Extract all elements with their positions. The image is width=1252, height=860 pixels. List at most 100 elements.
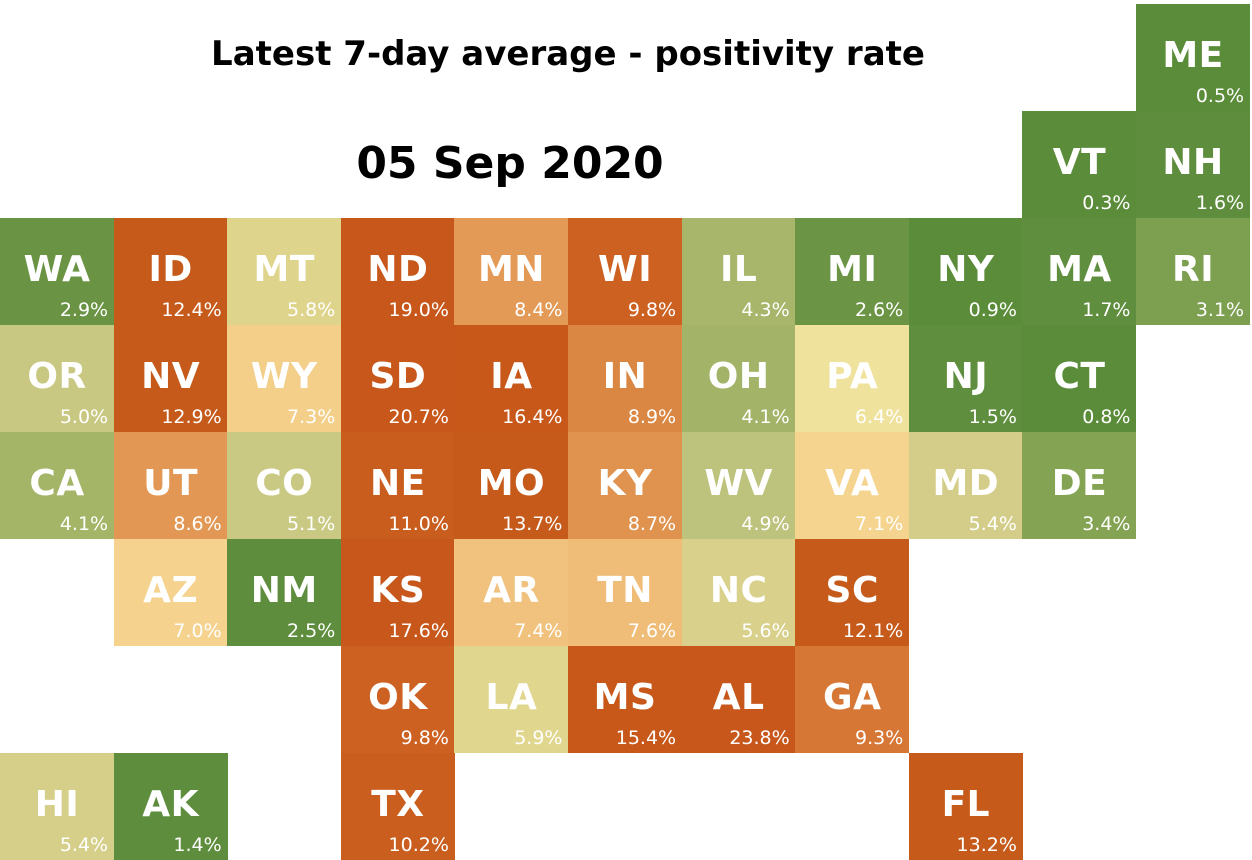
state-abbr: VT [1052, 142, 1107, 183]
state-tile-al: AL 23.8% [681, 646, 796, 753]
state-tile-ct: CT 0.8% [1022, 325, 1137, 432]
state-value-label: 2.6% [855, 299, 904, 321]
state-tile-ks: KS 17.6% [340, 539, 455, 646]
state-tile-hi: HI 5.4% [0, 753, 115, 860]
state-value-label: 10.2% [388, 834, 449, 856]
state-abbr: NJ [943, 356, 989, 397]
state-tile-tx: TX 10.2% [340, 753, 455, 860]
state-abbr: OR [27, 356, 87, 397]
state-abbr: AK [142, 784, 200, 825]
state-abbr: VA [825, 463, 880, 504]
state-abbr: UT [143, 463, 199, 504]
state-abbr: NM [250, 570, 318, 611]
state-value-label: 4.3% [741, 299, 790, 321]
state-tile-nj: NJ 1.5% [908, 325, 1023, 432]
state-value-label: 6.4% [855, 406, 904, 428]
state-value-label: 19.0% [388, 299, 449, 321]
state-value-label: 7.0% [173, 620, 222, 642]
state-abbr: NH [1162, 142, 1224, 183]
state-value-label: 0.5% [1195, 85, 1245, 107]
state-value-label: 1.5% [968, 406, 1017, 428]
state-value-label: 5.4% [59, 834, 109, 856]
state-abbr: AL [712, 677, 765, 718]
state-tile-wi: WI 9.8% [568, 218, 683, 325]
state-value-label: 9.8% [627, 299, 677, 321]
state-abbr: NY [937, 249, 995, 290]
state-tile-ky: KY 8.7% [568, 432, 683, 539]
state-tile-mn: MN 8.4% [454, 218, 569, 325]
state-abbr: IL [719, 249, 758, 290]
state-abbr: MA [1047, 249, 1112, 290]
state-tile-in: IN 8.9% [568, 325, 683, 432]
state-value-label: 15.4% [615, 727, 677, 749]
state-abbr: ND [367, 249, 429, 290]
state-tile-pa: PA 6.4% [795, 325, 910, 432]
state-abbr: MT [253, 249, 315, 290]
state-value-label: 16.4% [502, 406, 563, 428]
state-value-label: 12.9% [161, 406, 222, 428]
state-value-label: 11.0% [388, 513, 449, 535]
state-value-label: 5.1% [287, 513, 336, 535]
state-value-label: 1.6% [1195, 192, 1245, 214]
state-abbr: WA [23, 249, 91, 290]
state-tile-mo: MO 13.7% [454, 432, 569, 539]
state-tile-tn: TN 7.6% [568, 539, 683, 646]
state-value-label: 8.7% [627, 513, 677, 535]
state-value-label: 7.4% [514, 620, 563, 642]
state-value-label: 5.8% [287, 299, 336, 321]
state-tile-az: AZ 7.0% [113, 539, 228, 646]
state-tile-ma: MA 1.7% [1022, 218, 1137, 325]
state-value-label: 2.5% [287, 620, 336, 642]
state-tile-me: ME 0.5% [1136, 4, 1251, 111]
state-abbr: MN [477, 249, 545, 290]
state-abbr: TX [371, 784, 425, 825]
state-abbr: NC [709, 570, 768, 611]
state-tile-id: ID 12.4% [113, 218, 228, 325]
state-abbr: LA [485, 677, 538, 718]
state-tile-ny: NY 0.9% [908, 218, 1023, 325]
state-abbr: OK [368, 677, 428, 718]
state-tile-mi: MI 2.6% [795, 218, 910, 325]
state-abbr: ID [148, 249, 193, 290]
state-abbr: NE [369, 463, 426, 504]
state-value-label: 9.8% [400, 727, 449, 749]
state-value-label: 0.8% [1082, 406, 1131, 428]
state-tile-ut: UT 8.6% [113, 432, 228, 539]
state-value-label: 4.1% [59, 513, 109, 535]
state-abbr: MS [593, 677, 657, 718]
state-tile-md: MD 5.4% [908, 432, 1023, 539]
state-tile-ca: CA 4.1% [0, 432, 115, 539]
state-value-label: 23.8% [729, 727, 790, 749]
state-value-label: 12.1% [842, 620, 904, 642]
state-value-label: 7.3% [287, 406, 336, 428]
state-abbr: IN [602, 356, 648, 397]
state-abbr: SC [825, 570, 879, 611]
state-value-label: 8.9% [627, 406, 677, 428]
state-tile-vt: VT 0.3% [1022, 111, 1137, 218]
state-tile-sd: SD 20.7% [340, 325, 455, 432]
state-value-label: 5.4% [968, 513, 1017, 535]
state-tile-la: LA 5.9% [454, 646, 569, 753]
state-abbr: KS [370, 570, 426, 611]
state-tile-fl: FL 13.2% [908, 753, 1023, 860]
state-tile-nc: NC 5.6% [681, 539, 796, 646]
state-value-label: 7.6% [627, 620, 677, 642]
state-value-label: 3.1% [1195, 299, 1245, 321]
state-abbr: CT [1053, 356, 1106, 397]
state-tile-ri: RI 3.1% [1136, 218, 1251, 325]
state-abbr: MO [477, 463, 546, 504]
state-abbr: WV [704, 463, 773, 504]
state-tile-or: OR 5.0% [0, 325, 115, 432]
state-abbr: PA [826, 356, 879, 397]
state-tile-co: CO 5.1% [227, 432, 342, 539]
state-abbr: NV [141, 356, 201, 397]
state-value-label: 3.4% [1082, 513, 1131, 535]
state-tile-wy: WY 7.3% [227, 325, 342, 432]
state-tile-nd: ND 19.0% [340, 218, 455, 325]
state-tile-ga: GA 9.3% [795, 646, 910, 753]
state-value-label: 0.3% [1082, 192, 1131, 214]
state-tile-mt: MT 5.8% [227, 218, 342, 325]
state-abbr: MI [827, 249, 878, 290]
state-tile-nv: NV 12.9% [113, 325, 228, 432]
